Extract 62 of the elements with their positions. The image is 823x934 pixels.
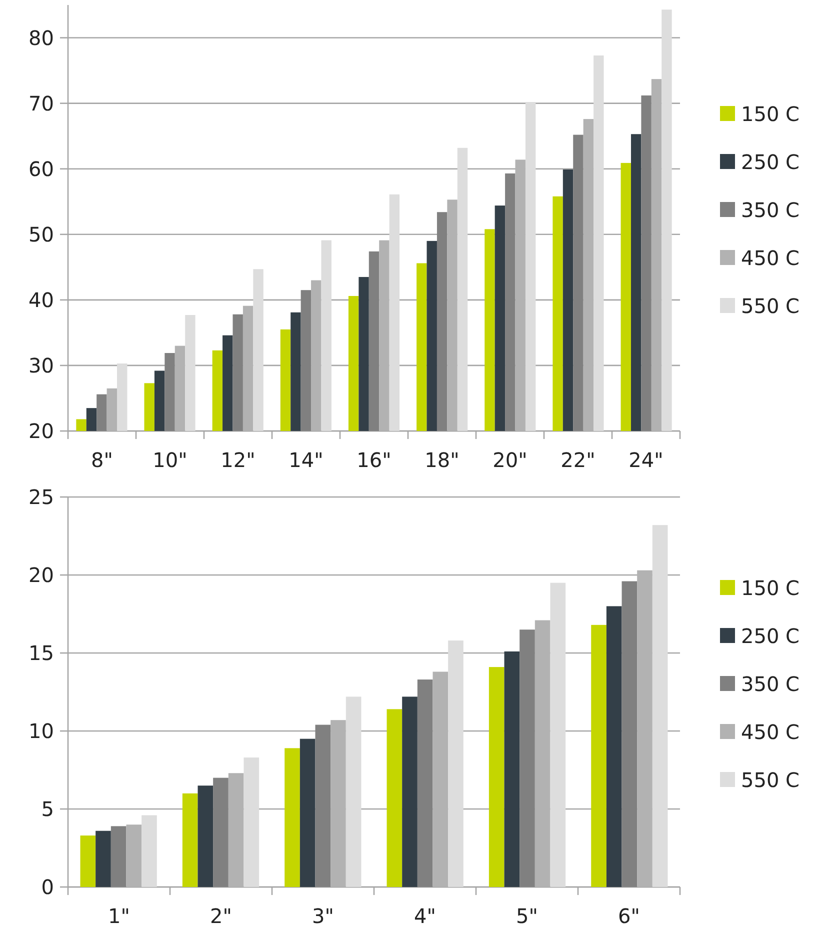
- y-tick-label: 10: [28, 719, 54, 743]
- y-tick-label: 20: [28, 563, 54, 587]
- x-tick-label: 14": [288, 448, 324, 472]
- legend-label: 250 C: [741, 150, 800, 174]
- y-tick-label: 40: [28, 288, 54, 312]
- legend-label: 150 C: [741, 102, 800, 126]
- x-tick-label: 3": [312, 904, 334, 928]
- bar: [182, 793, 198, 887]
- legend-label: 550 C: [741, 768, 800, 792]
- x-tick-label: 20": [492, 448, 528, 472]
- bar: [300, 738, 316, 887]
- y-tick-label: 25: [28, 485, 54, 509]
- x-tick-label: 8": [91, 448, 113, 472]
- bar: [110, 826, 126, 887]
- bar: [142, 815, 157, 887]
- y-tick-label: 50: [28, 222, 54, 246]
- bar: [80, 836, 96, 887]
- bar: [591, 624, 606, 887]
- x-tick-label: 4": [414, 904, 436, 928]
- x-tick-label: 16": [356, 448, 392, 472]
- bar: [550, 582, 566, 887]
- bar: [504, 651, 520, 887]
- y-tick-label: 0: [41, 875, 54, 899]
- x-tick-label: 22": [560, 448, 596, 472]
- bar: [606, 606, 622, 887]
- x-tick-label: 1": [108, 904, 130, 928]
- bar: [520, 630, 535, 887]
- y-tick-label: 30: [28, 353, 54, 378]
- bar: [488, 667, 504, 887]
- y-tick-label: 80: [28, 26, 54, 50]
- x-tick-label: 24": [628, 448, 664, 472]
- bar: [213, 778, 228, 887]
- legend-label: 250 C: [741, 624, 800, 648]
- bar: [284, 748, 300, 887]
- bar: [315, 724, 331, 887]
- bar: [198, 786, 214, 887]
- x-tick-label: 2": [210, 904, 232, 928]
- y-tick-label: 60: [28, 156, 54, 181]
- bar: [96, 830, 111, 887]
- legend-label: 150 C: [741, 576, 800, 600]
- y-tick-label: 20: [28, 419, 54, 443]
- x-tick-label: 6": [618, 904, 640, 928]
- bar: [402, 696, 418, 887]
- y-tick-label: 15: [28, 641, 54, 665]
- legend-label: 350 C: [741, 198, 800, 222]
- bar: [346, 696, 362, 887]
- x-tick-label: 10": [152, 448, 188, 472]
- bar: [417, 680, 433, 887]
- x-tick-label: 12": [220, 448, 256, 472]
- x-tick-label: 18": [424, 448, 460, 472]
- legend-label: 450 C: [741, 720, 800, 744]
- legend-label: 450 C: [741, 246, 800, 270]
- bar: [622, 581, 638, 887]
- bar: [386, 709, 402, 887]
- y-tick-label: 5: [41, 797, 54, 821]
- bar: [244, 758, 260, 887]
- legend-label: 350 C: [741, 672, 800, 696]
- bar: [652, 525, 668, 887]
- y-tick-label: 70: [28, 91, 54, 116]
- x-tick-label: 5": [516, 904, 538, 928]
- bar: [448, 640, 464, 887]
- legend-label: 550 C: [741, 294, 800, 318]
